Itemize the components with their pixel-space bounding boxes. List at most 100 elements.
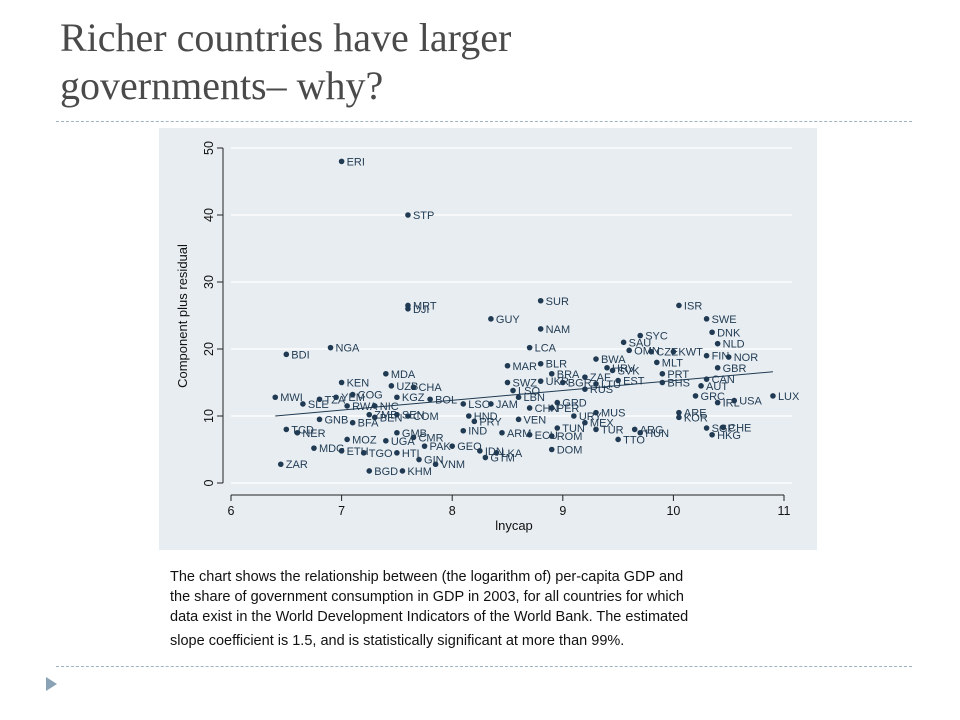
scatter-point <box>692 393 699 399</box>
point-label: KEN <box>347 378 370 390</box>
slide-title: Richer countries have larger governments… <box>60 14 920 110</box>
scatter-point <box>615 377 621 384</box>
scatter-point <box>515 394 522 401</box>
scatter-point <box>720 424 726 431</box>
scatter-point <box>349 391 356 398</box>
scatter-point <box>399 468 406 474</box>
scatter-point <box>427 396 433 403</box>
scatter-point <box>515 416 522 423</box>
scatter-point <box>537 360 544 367</box>
scatter-point <box>526 405 533 411</box>
point-label: TUN <box>562 423 585 435</box>
scatter-point <box>338 379 345 386</box>
y-tick-label: 30 <box>202 275 216 289</box>
scatter-point <box>676 414 682 421</box>
scatter-point <box>676 302 682 309</box>
point-label: ZMB <box>374 410 397 422</box>
point-label: STP <box>413 210 434 222</box>
x-tick-label: 9 <box>559 504 566 518</box>
point-label: CAN <box>712 374 735 386</box>
point-label: GTM <box>490 453 514 465</box>
scatter-point <box>394 429 400 436</box>
scatter-point <box>714 364 721 371</box>
point-label: BHS <box>667 378 690 390</box>
point-label: CHN <box>535 403 559 415</box>
point-label: ZAF <box>590 372 611 384</box>
scatter-point <box>482 454 489 461</box>
point-label: ERI <box>347 156 365 168</box>
point-label: GUY <box>496 314 521 326</box>
scatter-point <box>626 347 632 354</box>
point-label: FIN <box>712 351 730 363</box>
scatter-point <box>283 351 290 358</box>
fit-line-group <box>275 371 773 417</box>
scatter-point <box>554 399 561 406</box>
scatter-point <box>676 409 682 416</box>
scatter-point <box>272 394 279 401</box>
scatter-point <box>460 401 467 407</box>
point-label: GMB <box>402 428 427 440</box>
scatter-point <box>637 332 644 339</box>
scatter-point <box>360 450 367 456</box>
point-label: PER <box>557 403 580 415</box>
y-tick-label: 50 <box>202 141 216 155</box>
point-label: SLE <box>308 399 329 411</box>
y-tick-label: 0 <box>202 479 216 486</box>
scatter-point <box>449 443 456 449</box>
scatter-point <box>499 429 505 436</box>
point-label: RWA <box>352 401 378 413</box>
x-tick-label: 11 <box>778 504 791 518</box>
scatter-point <box>338 448 345 454</box>
point-label: COM <box>413 411 439 423</box>
scatter-point <box>593 409 599 416</box>
footer-divider <box>56 666 912 667</box>
point-label: JAM <box>496 399 518 411</box>
scatter-point <box>371 403 378 409</box>
chart-caption: The chart shows the relationship between… <box>170 567 830 651</box>
x-tick-label: 10 <box>666 504 680 518</box>
scatter-point <box>548 433 555 439</box>
point-label: GIN <box>424 455 444 467</box>
point-label: ARE <box>684 408 707 420</box>
point-label: GBR <box>723 363 747 375</box>
point-label: NAM <box>546 324 570 336</box>
scatter-point <box>493 450 500 456</box>
point-label: SWZ <box>513 378 538 390</box>
y-axis-label: Component plus residual <box>175 244 190 388</box>
scatter-point <box>394 411 400 418</box>
point-label: KOR <box>684 412 708 424</box>
scatter-point <box>338 158 345 165</box>
point-label: NLD <box>723 339 745 351</box>
point-label: MWI <box>280 392 303 404</box>
point-label: MDA <box>391 369 416 381</box>
point-label: LCA <box>535 343 557 355</box>
point-label: CMR <box>418 432 443 444</box>
point-label: MUS <box>601 408 625 420</box>
point-label: GRD <box>562 398 587 410</box>
scatter-point <box>537 326 544 332</box>
point-label: PAK <box>430 441 452 453</box>
scatter-point <box>526 431 533 438</box>
scatter-point <box>725 354 732 360</box>
scatter-point <box>731 397 738 404</box>
scatter-point <box>410 384 417 390</box>
point-label: BGR <box>568 378 592 390</box>
scatter-point <box>316 396 323 403</box>
point-label: LTU <box>601 379 621 391</box>
point-label: KWT <box>678 347 703 359</box>
point-label: SUR <box>546 296 569 308</box>
caption-line-1: The chart shows the relationship between… <box>170 569 684 585</box>
scatter-point <box>344 403 350 409</box>
scatter-point <box>604 364 610 371</box>
scatter-point <box>460 427 467 434</box>
point-label: CHA <box>418 382 442 394</box>
point-label: CHE <box>728 422 751 434</box>
point-label: ROM <box>557 431 583 443</box>
scatter-point <box>383 437 389 444</box>
point-label: COG <box>358 390 383 402</box>
scatter-point <box>582 419 588 426</box>
point-label: UGA <box>391 436 416 448</box>
scatter-point <box>405 413 411 419</box>
point-label: MOZ <box>352 434 377 446</box>
point-label: TGO <box>369 448 393 460</box>
